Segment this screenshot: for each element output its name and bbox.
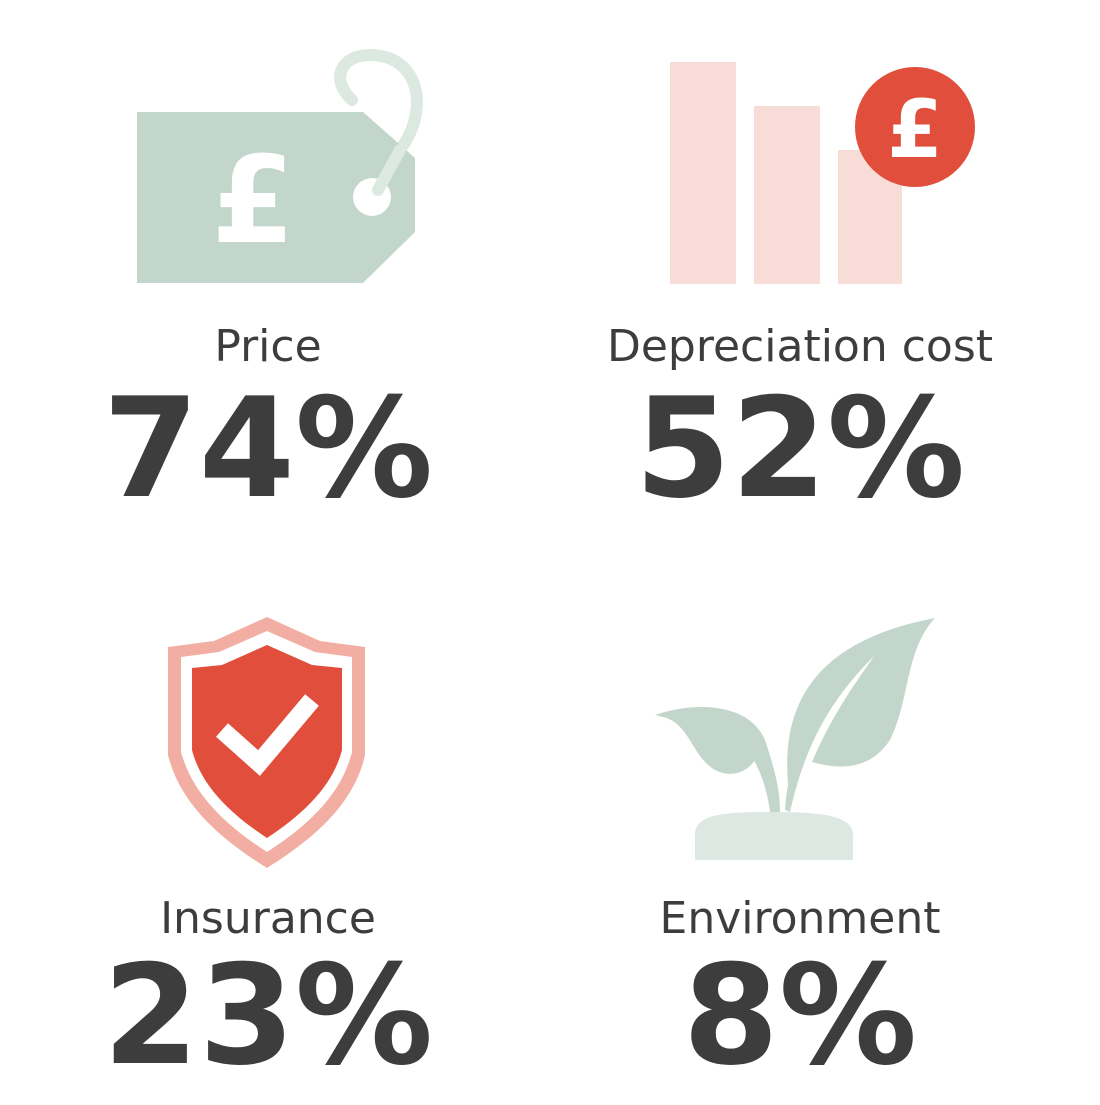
- item-label: Environment: [660, 893, 941, 944]
- item-value: 52%: [635, 368, 965, 529]
- icon-symbol: £: [211, 132, 295, 271]
- item-label: Insurance: [160, 893, 376, 944]
- item-label: Depreciation cost: [607, 321, 993, 372]
- plant-icon: [655, 618, 935, 860]
- item-label: Price: [214, 321, 321, 372]
- price-tag-icon: £: [137, 48, 423, 283]
- icon-symbol: £: [887, 83, 943, 176]
- item-value: 23%: [103, 935, 433, 1096]
- item-value: 74%: [103, 368, 433, 529]
- item-value: 8%: [683, 935, 917, 1096]
- depreciation-icon: £: [670, 62, 975, 284]
- shield-icon: [168, 617, 365, 868]
